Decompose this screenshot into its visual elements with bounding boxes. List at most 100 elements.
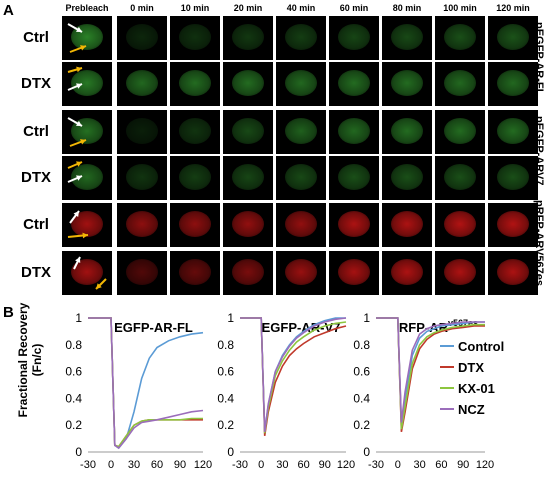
cell-nucleus <box>497 118 529 144</box>
y-tick-label: 0.4 <box>65 391 82 405</box>
y-tick-label: 0 <box>227 445 234 459</box>
white-arrow-head <box>76 175 82 181</box>
yellow-arrow-head <box>96 283 102 289</box>
series-line-ncz <box>88 317 204 450</box>
cell-nucleus <box>232 259 264 285</box>
y-tick-label: 0.6 <box>65 365 82 379</box>
timepoint-header: 80 min <box>392 3 422 13</box>
micrograph-cell <box>117 110 167 154</box>
y-tick-label: 0.6 <box>217 365 234 379</box>
y-tick-label: 1 <box>75 311 82 325</box>
x-tick-label: 120 <box>194 459 212 471</box>
y-tick-label: 0.4 <box>217 391 234 405</box>
cell-nucleus <box>285 24 317 50</box>
micrograph-cell <box>329 62 379 106</box>
micrograph-cell <box>488 251 538 295</box>
x-tick-label: 0 <box>258 459 264 471</box>
cell-nucleus <box>285 259 317 285</box>
cell-nucleus <box>497 70 529 96</box>
white-arrow-head <box>73 211 79 217</box>
micrograph-cell <box>382 62 432 106</box>
micrograph-cell <box>62 62 112 106</box>
micrograph-cell <box>276 16 326 60</box>
cell-nucleus <box>71 70 103 96</box>
series-line-control <box>240 317 346 433</box>
cell-nucleus <box>179 118 211 144</box>
y-tick-label: 0 <box>75 445 82 459</box>
x-tick-label: 60 <box>297 459 309 471</box>
legend-entry: KX-01 <box>458 381 495 396</box>
timepoint-header: 40 min <box>286 3 316 13</box>
prebleach-arrows <box>67 23 87 53</box>
x-tick-label: 30 <box>276 459 288 471</box>
micrograph-cell <box>276 251 326 295</box>
cell-nucleus <box>391 259 423 285</box>
cell-nucleus <box>71 164 103 190</box>
condition-label: DTX <box>21 264 51 281</box>
cell-nucleus <box>126 70 158 96</box>
cell-nucleus <box>232 118 264 144</box>
y-tick-label: 0.8 <box>217 338 234 352</box>
micrograph-cell <box>329 16 379 60</box>
cell-nucleus <box>444 259 476 285</box>
x-tick-label: 120 <box>337 459 355 471</box>
micrograph-cell <box>117 156 167 200</box>
micrograph-cell <box>435 62 485 106</box>
series-line-kx-01 <box>240 317 347 434</box>
timepoint-header: 0 min <box>130 3 154 13</box>
micrograph-cell <box>488 203 538 247</box>
micrograph-cell <box>223 156 273 200</box>
series-line-kx-01 <box>88 317 203 448</box>
cell-nucleus <box>126 164 158 190</box>
micrograph-cell <box>170 110 220 154</box>
y-tick-label: 0.2 <box>65 418 82 432</box>
y-tick-label: 0.6 <box>353 365 370 379</box>
prebleach-arrows <box>67 210 89 239</box>
micrograph-cell <box>117 251 167 295</box>
micrograph-cell <box>170 156 220 200</box>
micrograph-cell <box>382 16 432 60</box>
micrograph-cell <box>62 156 112 200</box>
micrograph-cell <box>117 62 167 106</box>
x-tick-label: 120 <box>476 459 494 471</box>
yellow-arrow-head <box>76 161 82 167</box>
cell-nucleus <box>179 259 211 285</box>
prebleach-arrows <box>67 117 87 147</box>
cell-nucleus <box>126 118 158 144</box>
micrograph-cell <box>382 251 432 295</box>
timepoint-header: 100 min <box>443 3 477 13</box>
micrograph-cell <box>223 62 273 106</box>
micrograph-cell <box>435 110 485 154</box>
cell-nucleus <box>179 211 211 237</box>
micrograph-cell <box>276 156 326 200</box>
cell-nucleus <box>232 70 264 96</box>
cell-nucleus <box>444 70 476 96</box>
y-tick-label: 0.2 <box>353 418 370 432</box>
micrograph-cell <box>62 110 112 154</box>
y-tick-label: 1 <box>227 311 234 325</box>
x-tick-label: 60 <box>151 459 163 471</box>
series-line-dtx <box>240 317 347 437</box>
cell-nucleus <box>444 164 476 190</box>
micrograph-cell <box>329 156 379 200</box>
cell-nucleus <box>338 70 370 96</box>
cell-nucleus <box>232 211 264 237</box>
timepoint-header: 120 min <box>496 3 530 13</box>
x-tick-label: 30 <box>413 459 425 471</box>
cell-nucleus <box>391 164 423 190</box>
cell-nucleus <box>285 164 317 190</box>
white-arrow-head <box>76 83 82 89</box>
micrograph-cell <box>223 110 273 154</box>
micrograph-cell <box>488 110 538 154</box>
yellow-arrow-head <box>80 45 86 51</box>
timepoint-header: Prebleach <box>65 3 109 13</box>
yellow-arrow-head <box>76 66 82 73</box>
cell-nucleus <box>497 211 529 237</box>
micrograph-cell <box>170 251 220 295</box>
condition-label: Ctrl <box>23 29 49 46</box>
micrograph-cell <box>382 110 432 154</box>
timepoint-header: 10 min <box>180 3 210 13</box>
white-arrow-head <box>76 120 82 126</box>
cell-nucleus <box>497 164 529 190</box>
